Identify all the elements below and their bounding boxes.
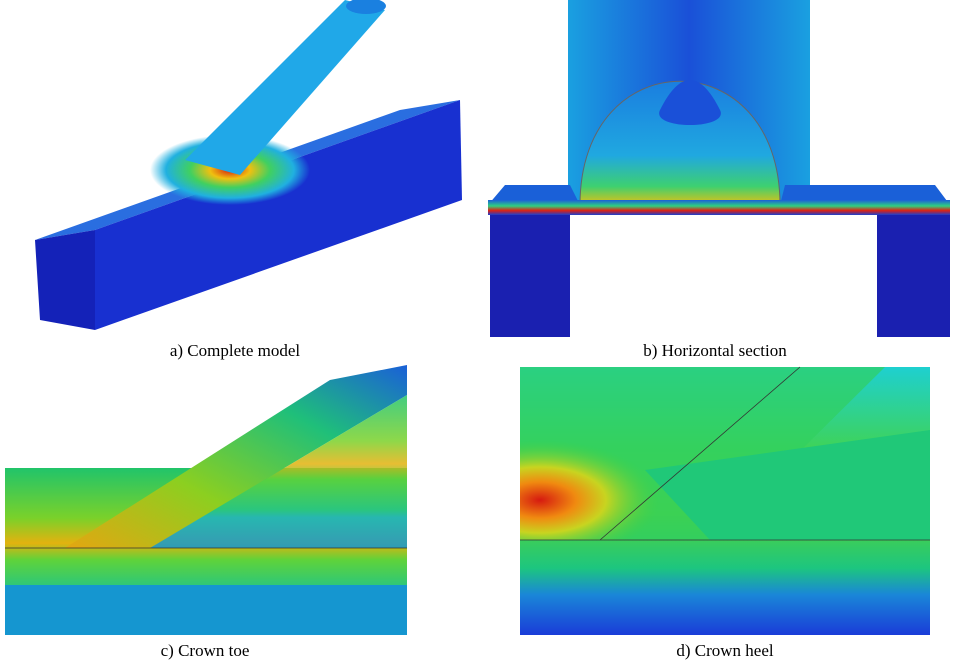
caption: a) Complete model <box>170 341 301 360</box>
chord-side <box>5 585 407 635</box>
hot-spot <box>520 440 720 540</box>
beam-end <box>35 230 95 330</box>
caption: c) Crown toe <box>161 641 250 660</box>
panel-a: a) Complete model <box>35 0 462 360</box>
leg-right <box>877 215 950 337</box>
beam <box>488 200 950 215</box>
figure: a) Complete model b) Horizontal section … <box>0 0 956 664</box>
leg-left <box>490 215 570 337</box>
panel-d: d) Crown heel <box>520 367 930 660</box>
panel-b: b) Horizontal section <box>488 0 950 360</box>
beam-side <box>95 100 462 330</box>
caption: b) Horizontal section <box>643 341 787 360</box>
caption: d) Crown heel <box>676 641 774 660</box>
panel-c: c) Crown toe <box>5 365 407 660</box>
